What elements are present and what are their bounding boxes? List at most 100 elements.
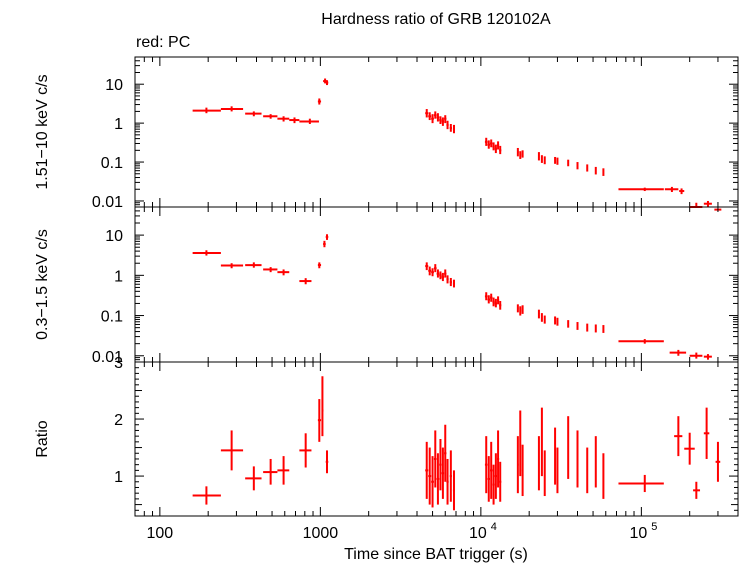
data-point-hard-25	[494, 144, 497, 154]
data-point-hard-14	[436, 113, 440, 122]
data-point-ratio-2	[245, 466, 262, 491]
data-point-hard-43	[679, 188, 685, 195]
data-point-ratio-37	[586, 447, 589, 494]
data-point-soft-2	[245, 262, 262, 268]
data-point-ratio-22	[489, 441, 493, 499]
data-point-soft-27	[516, 304, 519, 313]
data-point-soft-40	[618, 339, 664, 344]
data-point-hard-39	[594, 166, 597, 175]
x-tick-label-2: 10 4	[469, 521, 497, 542]
data-point-ratio-24	[494, 453, 497, 499]
data-point-hard-13	[433, 111, 437, 119]
data-point-soft-11	[431, 268, 434, 277]
panel-frame-hard	[134, 56, 739, 208]
data-point-ratio-19	[452, 470, 456, 511]
data-point-hard-36	[567, 159, 570, 167]
legend-label: red: PC	[136, 34, 190, 51]
data-point-ratio-42	[684, 432, 695, 465]
data-point-soft-23	[492, 297, 495, 307]
chart-title: Hardness ratio of GRB 120102A	[321, 11, 551, 28]
data-point-ratio-35	[567, 416, 570, 479]
data-point-soft-3	[263, 267, 278, 273]
data-point-hard-18	[446, 120, 449, 130]
data-point-hard-4	[277, 116, 290, 122]
data-point-soft-8	[325, 234, 329, 240]
y-tick-label-ratio-0: 1	[114, 469, 123, 486]
data-point-ratio-15	[441, 447, 445, 499]
data-point-soft-43	[703, 354, 712, 360]
panel-hard: 10 1 0.1 0.01 1.51−10 keV c/s	[34, 56, 739, 211]
data-point-hard-5	[289, 117, 300, 124]
y-tick-label-soft-0: 10	[105, 228, 123, 245]
data-point-soft-42	[689, 352, 703, 359]
data-point-hard-0	[192, 107, 221, 114]
data-point-soft-36	[576, 322, 579, 330]
data-point-hard-9	[325, 80, 329, 86]
data-point-soft-10	[428, 266, 432, 276]
data-point-hard-7	[317, 98, 322, 105]
data-point-soft-29	[521, 305, 524, 314]
data-point-ratio-45	[715, 441, 721, 482]
data-point-soft-19	[452, 279, 456, 288]
data-point-ratio-5	[299, 433, 312, 468]
y-tick-label-hard-1: 1	[114, 116, 123, 133]
data-point-hard-33	[543, 156, 546, 165]
data-point-ratio-3	[263, 458, 278, 485]
data-point-hard-12	[431, 114, 434, 124]
x-tick-label-1: 1000	[303, 525, 339, 542]
data-point-ratio-14	[439, 439, 442, 491]
data-point-soft-9	[425, 262, 429, 271]
data-point-ratio-27	[516, 436, 519, 494]
data-point-hard-37	[576, 162, 579, 170]
data-point-ratio-43	[693, 481, 701, 499]
data-point-hard-26	[496, 141, 500, 150]
data-point-hard-35	[556, 157, 559, 165]
data-point-ratio-36	[576, 430, 579, 488]
data-point-soft-14	[439, 271, 442, 280]
data-point-hard-3	[263, 114, 278, 119]
data-point-ratio-44	[703, 407, 710, 459]
data-point-ratio-13	[436, 453, 440, 505]
data-point-soft-26	[499, 301, 502, 310]
data-point-hard-32	[540, 155, 543, 163]
x-axis-label: Time since BAT trigger (s)	[344, 546, 528, 563]
data-point-ratio-25	[496, 430, 500, 488]
data-point-soft-32	[543, 315, 546, 324]
data-point-hard-20	[452, 124, 456, 134]
data-point-soft-35	[567, 320, 570, 328]
data-point-hard-11	[428, 112, 432, 121]
data-point-ratio-6	[317, 399, 322, 442]
data-point-ratio-9	[425, 441, 429, 499]
data-point-ratio-8	[325, 450, 329, 474]
data-point-soft-12	[433, 264, 437, 273]
panels-layer: 10 1 0.1 0.01 1.51−10 keV c/s 10 1 0.1 0.01 0.3−1…	[34, 56, 739, 542]
data-point-soft-5	[299, 278, 312, 285]
y-tick-label-hard-2: 0.1	[101, 155, 123, 172]
y-tick-label-soft-3: 0.01	[92, 349, 123, 366]
data-point-soft-38	[594, 324, 597, 333]
data-point-hard-2	[245, 111, 262, 117]
data-point-soft-25	[496, 296, 500, 305]
data-point-ratio-18	[449, 450, 452, 502]
data-point-soft-24	[494, 298, 497, 308]
data-point-hard-10	[425, 109, 429, 118]
data-point-ratio-33	[554, 427, 557, 485]
data-point-soft-13	[436, 269, 440, 278]
data-point-ratio-34	[556, 447, 559, 494]
data-point-soft-16	[444, 269, 447, 278]
data-point-hard-19	[449, 123, 452, 132]
data-point-ratio-32	[543, 450, 546, 497]
data-point-soft-28	[519, 306, 522, 316]
data-point-ratio-28	[519, 410, 522, 477]
data-point-hard-28	[516, 147, 519, 157]
data-point-hard-41	[618, 187, 664, 192]
y-tick-label-soft-2: 0.1	[101, 309, 123, 326]
data-point-hard-17	[444, 115, 447, 124]
y-tick-label-hard-3: 0.01	[92, 194, 123, 211]
data-point-ratio-7	[321, 376, 324, 437]
data-point-ratio-21	[487, 456, 490, 502]
data-point-soft-22	[489, 293, 493, 302]
panel-frame-ratio	[134, 361, 739, 517]
data-point-hard-21	[484, 137, 488, 146]
